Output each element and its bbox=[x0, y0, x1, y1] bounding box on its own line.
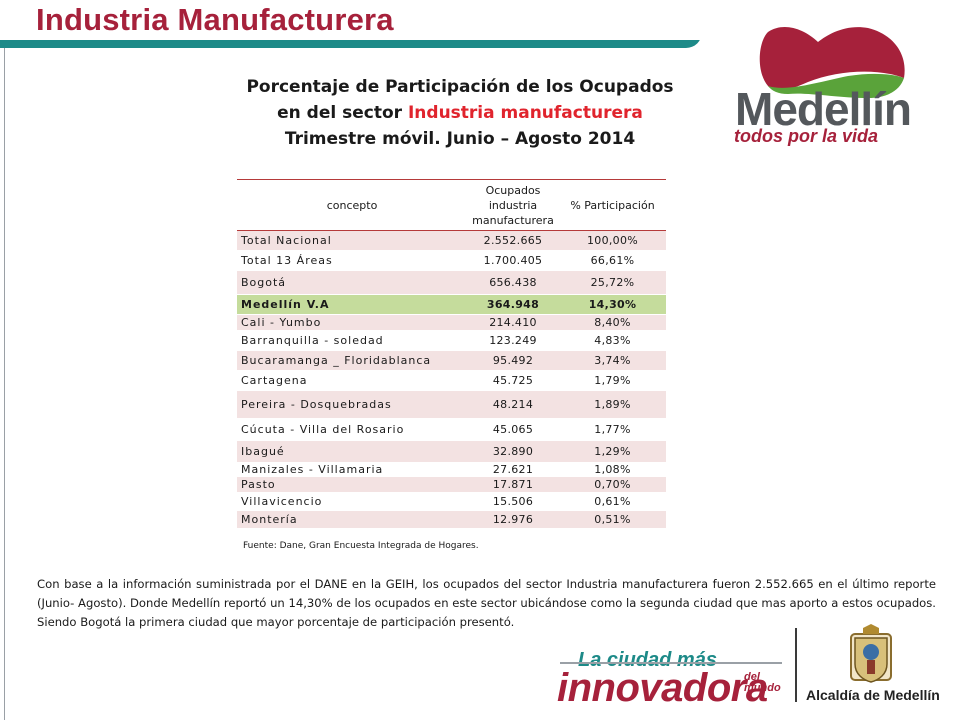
header-ocupados: Ocupados industria manufacturera bbox=[467, 179, 559, 231]
header-strip bbox=[0, 0, 702, 40]
table-row: Bucaramanga _ Floridablanca 95.492 3,74% bbox=[237, 350, 666, 371]
cell-ocupados: 123.249 bbox=[467, 330, 559, 351]
cell-participacion: 0,51% bbox=[559, 510, 666, 529]
slogan-small-del: del bbox=[744, 671, 760, 683]
cell-participacion: 4,83% bbox=[559, 330, 666, 351]
cell-concepto: Villavicencio bbox=[237, 492, 467, 511]
cell-participacion: 0,70% bbox=[559, 476, 666, 493]
cell-ocupados: 45.065 bbox=[467, 418, 559, 441]
table-row: Ibagué 32.890 1,29% bbox=[237, 440, 666, 463]
cell-concepto: Pasto bbox=[237, 476, 467, 493]
cell-participacion: 25,72% bbox=[559, 270, 666, 295]
cell-concepto: Bogotá bbox=[237, 270, 467, 295]
chart-title: Porcentaje de Participación de los Ocupa… bbox=[200, 74, 720, 152]
cell-concepto: Bucaramanga _ Floridablanca bbox=[237, 350, 467, 371]
cell-concepto: Cúcuta - Villa del Rosario bbox=[237, 418, 467, 441]
table-row: Cali - Yumbo 214.410 8,40% bbox=[237, 314, 666, 331]
table-row: Medellín V.A 364.948 14,30% bbox=[237, 294, 666, 315]
cell-ocupados: 27.621 bbox=[467, 462, 559, 477]
left-divider bbox=[4, 48, 5, 720]
table-row: Pasto 17.871 0,70% bbox=[237, 476, 666, 493]
header-ocupados-line2: industria bbox=[488, 198, 538, 212]
table-row: Total 13 Áreas 1.700.405 66,61% bbox=[237, 250, 666, 271]
table-row: Montería 12.976 0,51% bbox=[237, 510, 666, 529]
chart-title-line1: Porcentaje de Participación de los Ocupa… bbox=[246, 77, 674, 97]
table-row: Barranquilla - soledad 123.249 4,83% bbox=[237, 330, 666, 351]
cell-ocupados: 656.438 bbox=[467, 270, 559, 295]
cell-participacion: 1,29% bbox=[559, 440, 666, 463]
table-row: Pereira - Dosquebradas 48.214 1,89% bbox=[237, 390, 666, 419]
participation-table: concepto Ocupados industria manufacturer… bbox=[237, 179, 666, 529]
footer-divider bbox=[795, 628, 797, 702]
slogan-main: innovadora bbox=[557, 666, 768, 710]
cell-concepto: Pereira - Dosquebradas bbox=[237, 390, 467, 419]
cell-ocupados: 15.506 bbox=[467, 492, 559, 511]
alcaldia-label: Alcaldía de Medellín bbox=[806, 687, 940, 703]
cell-concepto: Medellín V.A bbox=[237, 294, 467, 315]
cell-ocupados: 214.410 bbox=[467, 314, 559, 331]
logo-tagline: todos por la vida bbox=[734, 126, 879, 146]
cell-concepto: Barranquilla - soledad bbox=[237, 330, 467, 351]
cell-concepto: Cartagena bbox=[237, 370, 467, 391]
cell-participacion: 1,77% bbox=[559, 418, 666, 441]
cell-concepto: Total Nacional bbox=[237, 230, 467, 251]
table-row: Cúcuta - Villa del Rosario 45.065 1,77% bbox=[237, 418, 666, 441]
cell-ocupados: 45.725 bbox=[467, 370, 559, 391]
chart-title-line3: Trimestre móvil. Junio – Agosto 2014 bbox=[284, 129, 636, 149]
table-row: Villavicencio 15.506 0,61% bbox=[237, 492, 666, 511]
cell-participacion: 1,89% bbox=[559, 390, 666, 419]
table-body: Total Nacional 2.552.665 100,00% Total 13 Á… bbox=[237, 230, 666, 529]
table-row: Total Nacional 2.552.665 100,00% bbox=[237, 230, 666, 251]
medellin-wordmark: Medellín bbox=[735, 83, 912, 135]
cell-concepto: Cali - Yumbo bbox=[237, 314, 467, 331]
table-row: Manizales - Villamaria 27.621 1,08% bbox=[237, 462, 666, 477]
cell-ocupados: 364.948 bbox=[467, 294, 559, 315]
cell-ocupados: 95.492 bbox=[467, 350, 559, 371]
chart-title-line2-prefix: en del sector bbox=[277, 103, 408, 123]
cell-participacion: 100,00% bbox=[559, 230, 666, 251]
chart-title-highlight: Industria manufacturera bbox=[407, 103, 643, 123]
cell-concepto: Montería bbox=[237, 510, 467, 529]
coat-of-arms-icon bbox=[850, 624, 892, 683]
cell-ocupados: 32.890 bbox=[467, 440, 559, 463]
header-participacion: % Participación bbox=[559, 179, 666, 231]
header-ocupados-line3: manufacturera bbox=[472, 213, 554, 227]
page-title: Industria Manufacturera bbox=[36, 2, 394, 37]
slogan-top: La ciudad más bbox=[578, 649, 717, 671]
analysis-paragraph: Con base a la información suministrada p… bbox=[37, 577, 936, 629]
cell-participacion: 8,40% bbox=[559, 314, 666, 331]
cell-ocupados: 1.700.405 bbox=[467, 250, 559, 271]
cell-participacion: 0,61% bbox=[559, 492, 666, 511]
medellin-heart-logo-icon bbox=[759, 27, 905, 98]
cell-ocupados: 12.976 bbox=[467, 510, 559, 529]
cell-participacion: 1,08% bbox=[559, 462, 666, 477]
cell-participacion: 3,74% bbox=[559, 350, 666, 371]
cell-participacion: 1,79% bbox=[559, 370, 666, 391]
header-concepto: concepto bbox=[237, 179, 467, 231]
table-row: Bogotá 656.438 25,72% bbox=[237, 270, 666, 295]
cell-concepto: Total 13 Áreas bbox=[237, 250, 467, 271]
header-ocupados-line1: Ocupados bbox=[485, 183, 541, 197]
chart-title-line2: en del sector Industria manufacturera bbox=[200, 100, 720, 126]
table-header-row: concepto Ocupados industria manufacturer… bbox=[237, 179, 666, 231]
cell-participacion: 66,61% bbox=[559, 250, 666, 271]
cell-ocupados: 48.214 bbox=[467, 390, 559, 419]
cell-participacion: 14,30% bbox=[559, 294, 666, 315]
slogan-underline bbox=[560, 662, 782, 664]
slogan-small-mundo: mundo bbox=[744, 682, 781, 694]
slogan-small: del mundo bbox=[744, 672, 784, 694]
table-row: Cartagena 45.725 1,79% bbox=[237, 370, 666, 391]
cell-concepto: Manizales - Villamaria bbox=[237, 462, 467, 477]
cell-ocupados: 17.871 bbox=[467, 476, 559, 493]
cell-ocupados: 2.552.665 bbox=[467, 230, 559, 251]
cell-concepto: Ibagué bbox=[237, 440, 467, 463]
source-note: Fuente: Dane, Gran Encuesta Integrada de… bbox=[243, 541, 479, 551]
